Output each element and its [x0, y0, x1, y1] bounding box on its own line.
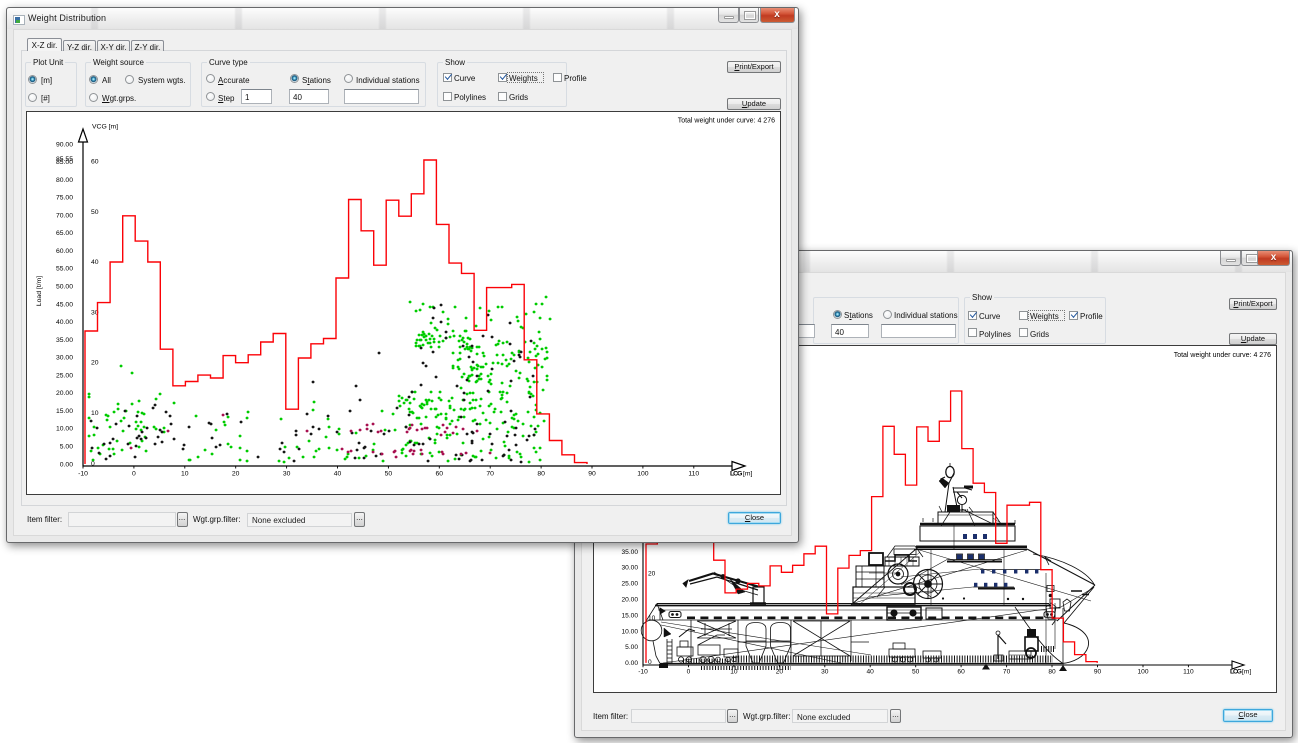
- svg-text:0.00: 0.00: [625, 660, 638, 667]
- svg-text:110: 110: [688, 471, 699, 478]
- svg-text:90: 90: [588, 471, 596, 478]
- svg-text:60: 60: [436, 471, 444, 478]
- svg-text:Total weight under curve: 4 27: Total weight under curve: 4 276: [678, 118, 775, 125]
- svg-text:90: 90: [1094, 669, 1102, 676]
- svg-text:5.00: 5.00: [60, 444, 73, 451]
- svg-text:15.00: 15.00: [621, 612, 638, 619]
- svg-text:10: 10: [730, 669, 738, 676]
- svg-text:80.00: 80.00: [56, 177, 73, 184]
- svg-text:0: 0: [91, 460, 95, 467]
- svg-text:45.00: 45.00: [56, 301, 73, 308]
- svg-text:20.00: 20.00: [621, 597, 638, 604]
- svg-text:40: 40: [867, 669, 875, 676]
- svg-text:50.00: 50.00: [56, 284, 73, 291]
- svg-text:60: 60: [957, 669, 965, 676]
- svg-text:40.00: 40.00: [56, 319, 73, 326]
- svg-text:20: 20: [232, 471, 240, 478]
- svg-text:-10: -10: [78, 471, 88, 478]
- svg-text:Total weight under curve: 4 27: Total weight under curve: 4 276: [1174, 352, 1271, 359]
- svg-text:50: 50: [912, 669, 920, 676]
- svg-text:55.00: 55.00: [56, 266, 73, 273]
- svg-text:25.00: 25.00: [56, 372, 73, 379]
- svg-text:10: 10: [91, 410, 99, 417]
- svg-text:75.00: 75.00: [56, 195, 73, 202]
- svg-text:60.00: 60.00: [56, 248, 73, 255]
- svg-text:10: 10: [181, 471, 189, 478]
- svg-text:20: 20: [648, 571, 656, 578]
- svg-text:-10: -10: [638, 669, 648, 676]
- svg-text:25.00: 25.00: [621, 581, 638, 588]
- svg-text:[m]: [m]: [1242, 669, 1251, 676]
- svg-text:35.00: 35.00: [56, 337, 73, 344]
- svg-text:0: 0: [648, 659, 652, 666]
- svg-text:30: 30: [283, 471, 291, 478]
- svg-text:30: 30: [91, 309, 99, 316]
- svg-text:5.00: 5.00: [625, 644, 638, 651]
- svg-text:VCG [m]: VCG [m]: [92, 124, 118, 131]
- svg-text:110: 110: [1183, 669, 1194, 676]
- svg-text:LCG: LCG: [730, 471, 742, 478]
- svg-text:85.55: 85.55: [56, 156, 73, 163]
- svg-text:30.00: 30.00: [56, 355, 73, 362]
- svg-text:Load [t/m]: Load [t/m]: [36, 276, 43, 306]
- svg-text:20: 20: [91, 360, 99, 367]
- svg-text:50: 50: [385, 471, 393, 478]
- svg-text:40: 40: [334, 471, 342, 478]
- svg-text:30.00: 30.00: [621, 565, 638, 572]
- svg-text:[m]: [m]: [743, 471, 753, 478]
- svg-text:0: 0: [132, 471, 136, 478]
- svg-text:70: 70: [1003, 669, 1011, 676]
- svg-text:10.00: 10.00: [621, 628, 638, 635]
- svg-text:70.00: 70.00: [56, 212, 73, 219]
- svg-text:70: 70: [486, 471, 494, 478]
- svg-text:35.00: 35.00: [621, 549, 638, 556]
- svg-text:90.00: 90.00: [56, 141, 73, 148]
- svg-text:15.00: 15.00: [56, 408, 73, 415]
- svg-text:40: 40: [91, 259, 99, 266]
- svg-text:0.00: 0.00: [60, 461, 73, 468]
- svg-text:100: 100: [637, 471, 649, 478]
- svg-text:80: 80: [1048, 669, 1056, 676]
- svg-text:65.00: 65.00: [56, 230, 73, 237]
- svg-text:30: 30: [821, 669, 829, 676]
- svg-text:20: 20: [776, 669, 784, 676]
- svg-text:60: 60: [91, 159, 99, 166]
- svg-text:50: 50: [91, 209, 99, 216]
- svg-text:0: 0: [687, 669, 691, 676]
- svg-text:10: 10: [648, 615, 656, 622]
- svg-text:85.00: 85.00: [56, 159, 73, 166]
- svg-text:80: 80: [537, 471, 545, 478]
- svg-text:10.00: 10.00: [56, 426, 73, 433]
- svg-text:LCG: LCG: [1230, 669, 1242, 676]
- svg-text:100: 100: [1137, 669, 1148, 676]
- svg-text:20.00: 20.00: [56, 390, 73, 397]
